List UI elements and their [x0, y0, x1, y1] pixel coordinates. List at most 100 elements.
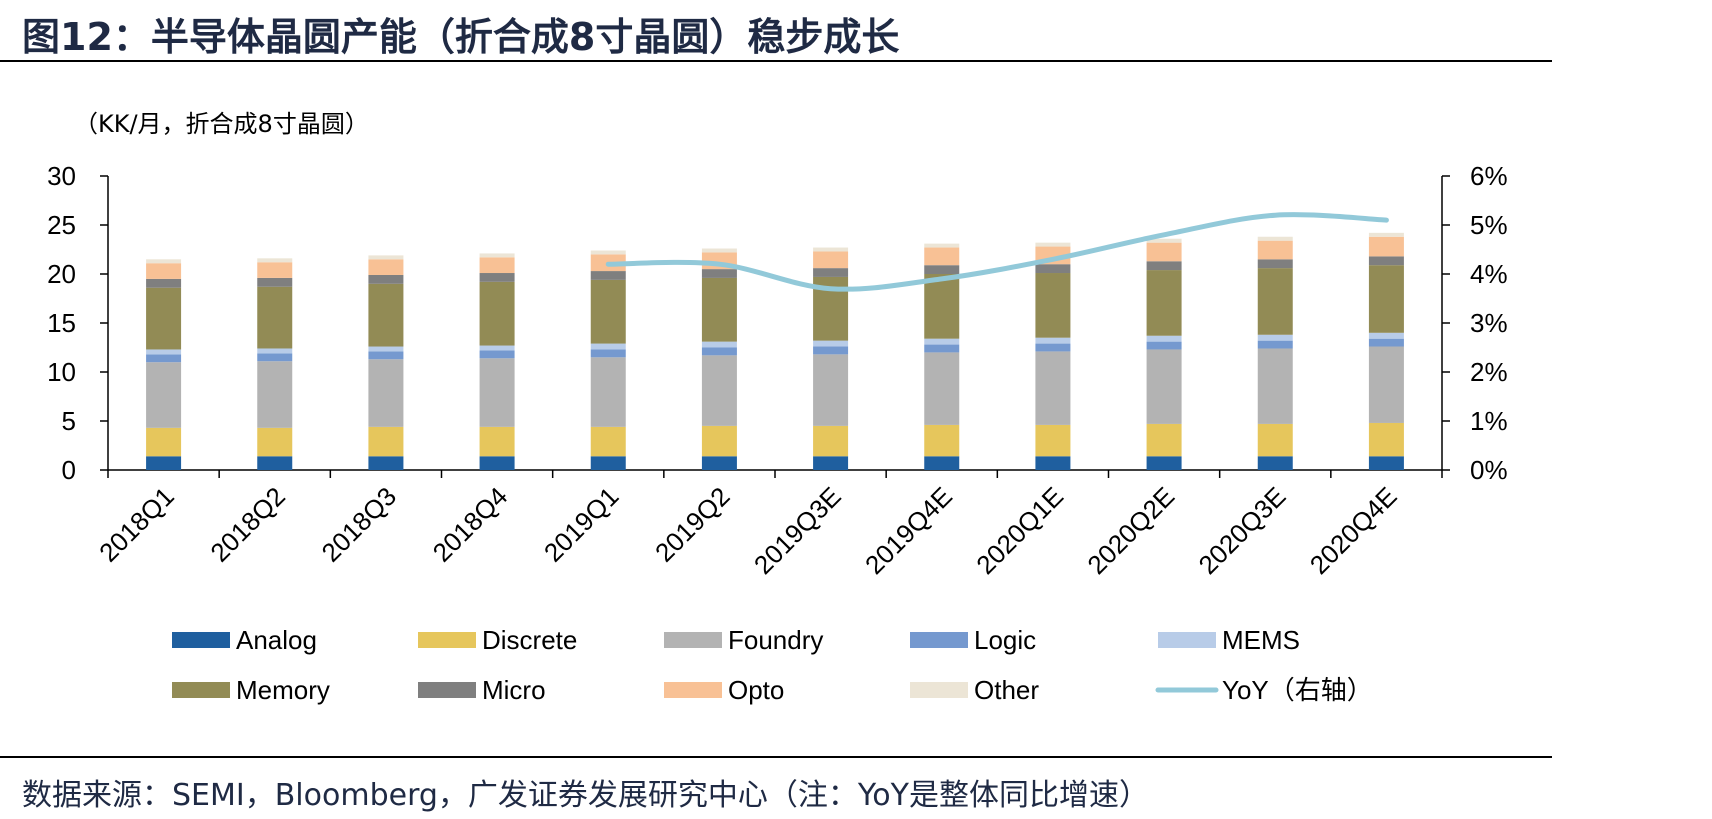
bar-analog-2020q1e [1035, 456, 1071, 470]
bar-opto-2018q3 [368, 259, 404, 275]
bar-logic-2018q4 [479, 350, 515, 359]
bar-memory-2018q4 [479, 281, 515, 346]
bar-analog-2019q3e [813, 456, 849, 470]
bar-foundry-2019q3e [813, 354, 849, 426]
legend-swatch-mems [1158, 632, 1216, 648]
bar-other-2018q2 [257, 258, 293, 263]
bar-discrete-2018q3 [368, 426, 404, 457]
legend-swatch-memory [172, 682, 230, 698]
x-tick-label: 2020Q1E [970, 481, 1069, 580]
bar-micro-2019q3e [813, 268, 849, 277]
left-tick-label: 5 [62, 406, 76, 436]
bar-mems-2019q2 [701, 341, 737, 348]
right-tick-label: 3% [1470, 308, 1508, 338]
x-tick-label: 2020Q4E [1304, 481, 1403, 580]
right-tick-label: 5% [1470, 210, 1508, 240]
bar-memory-2018q1 [146, 287, 182, 350]
bar-foundry-2020q3e [1257, 348, 1293, 424]
bar-foundry-2018q3 [368, 359, 404, 427]
bar-memory-2019q2 [701, 277, 737, 342]
bar-mems-2019q1 [590, 343, 626, 350]
left-tick-label: 20 [47, 259, 76, 289]
bar-mems-2020q3e [1257, 334, 1293, 341]
legend-swatch-discrete [418, 632, 476, 648]
left-tick-label: 30 [47, 161, 76, 191]
legend-swatch-logic [910, 632, 968, 648]
bar-mems-2018q2 [257, 348, 293, 354]
bar-micro-2020q2e [1146, 261, 1182, 271]
right-tick-label: 0% [1470, 455, 1508, 485]
bar-memory-2020q2e [1146, 270, 1182, 336]
legend-swatch-micro [418, 682, 476, 698]
legend-label: Memory [236, 675, 330, 705]
bar-foundry-2018q4 [479, 358, 515, 427]
bar-micro-2019q4e [924, 265, 960, 274]
bar-analog-2019q1 [590, 456, 626, 470]
bar-other-2019q3e [813, 247, 849, 252]
legend-label: Other [974, 675, 1039, 705]
bar-discrete-2020q4e [1368, 422, 1404, 457]
bar-discrete-2018q1 [146, 427, 182, 457]
bar-foundry-2020q1e [1035, 351, 1071, 425]
bar-logic-2020q2e [1146, 341, 1182, 350]
bar-analog-2018q3 [368, 456, 404, 470]
legend-label: Foundry [728, 625, 823, 655]
bar-discrete-2019q3e [813, 425, 849, 457]
bar-opto-2018q4 [479, 257, 515, 274]
bar-opto-2018q2 [257, 262, 293, 278]
x-tick-label: 2019Q3E [748, 481, 847, 580]
x-tick-label: 2019Q1 [538, 481, 625, 568]
bar-discrete-2020q1e [1035, 424, 1071, 457]
bar-other-2020q1e [1035, 242, 1071, 247]
bar-opto-2019q3e [813, 251, 849, 269]
bar-analog-2020q4e [1368, 456, 1404, 470]
bar-mems-2019q4e [924, 338, 960, 345]
bar-other-2020q4e [1368, 232, 1404, 237]
legend-label: Discrete [482, 625, 577, 655]
bar-logic-2020q1e [1035, 343, 1071, 352]
legend-label: Analog [236, 625, 317, 655]
bar-opto-2020q2e [1146, 242, 1182, 262]
right-tick-label: 4% [1470, 259, 1508, 289]
legend-swatch-foundry [664, 632, 722, 648]
legend-label: Opto [728, 675, 784, 705]
left-tick-label: 25 [47, 210, 76, 240]
bar-other-2020q3e [1257, 236, 1293, 241]
x-tick-label: 2018Q3 [316, 481, 403, 568]
bar-mems-2018q3 [368, 346, 404, 352]
x-tick-label: 2020Q2E [1081, 481, 1180, 580]
bar-logic-2019q1 [590, 349, 626, 358]
bar-micro-2020q4e [1368, 256, 1404, 266]
bar-mems-2020q2e [1146, 335, 1182, 342]
bar-opto-2018q1 [146, 263, 182, 279]
bar-other-2019q4e [924, 243, 960, 248]
right-tick-label: 1% [1470, 406, 1508, 436]
bar-opto-2019q4e [924, 247, 960, 266]
legend-label: MEMS [1222, 625, 1300, 655]
legend-label: YoY（右轴） [1222, 675, 1373, 705]
bar-other-2020q2e [1146, 238, 1182, 243]
x-tick-label: 2019Q4E [859, 481, 958, 580]
bar-logic-2020q4e [1368, 338, 1404, 347]
bar-foundry-2019q4e [924, 352, 960, 425]
x-tick-label: 2018Q4 [427, 481, 514, 568]
bar-micro-2019q2 [701, 269, 737, 278]
bottom-rule [0, 756, 1552, 758]
source-note: 数据来源：SEMI，Bloomberg，广发证券发展研究中心（注：YoY是整体同… [22, 778, 1149, 813]
bar-logic-2019q2 [701, 347, 737, 356]
bar-foundry-2020q2e [1146, 349, 1182, 424]
bar-logic-2019q4e [924, 344, 960, 353]
bar-micro-2018q2 [257, 277, 293, 287]
bar-logic-2018q1 [146, 354, 182, 363]
bar-memory-2020q3e [1257, 268, 1293, 335]
bar-discrete-2018q4 [479, 426, 515, 457]
bar-memory-2020q4e [1368, 265, 1404, 333]
bar-analog-2020q2e [1146, 456, 1182, 470]
yoy-line [605, 212, 1389, 292]
bar-analog-2018q1 [146, 456, 182, 470]
bar-memory-2019q1 [590, 279, 626, 344]
bar-opto-2020q3e [1257, 240, 1293, 260]
legend-label: Logic [974, 625, 1036, 655]
right-tick-label: 6% [1470, 161, 1508, 191]
